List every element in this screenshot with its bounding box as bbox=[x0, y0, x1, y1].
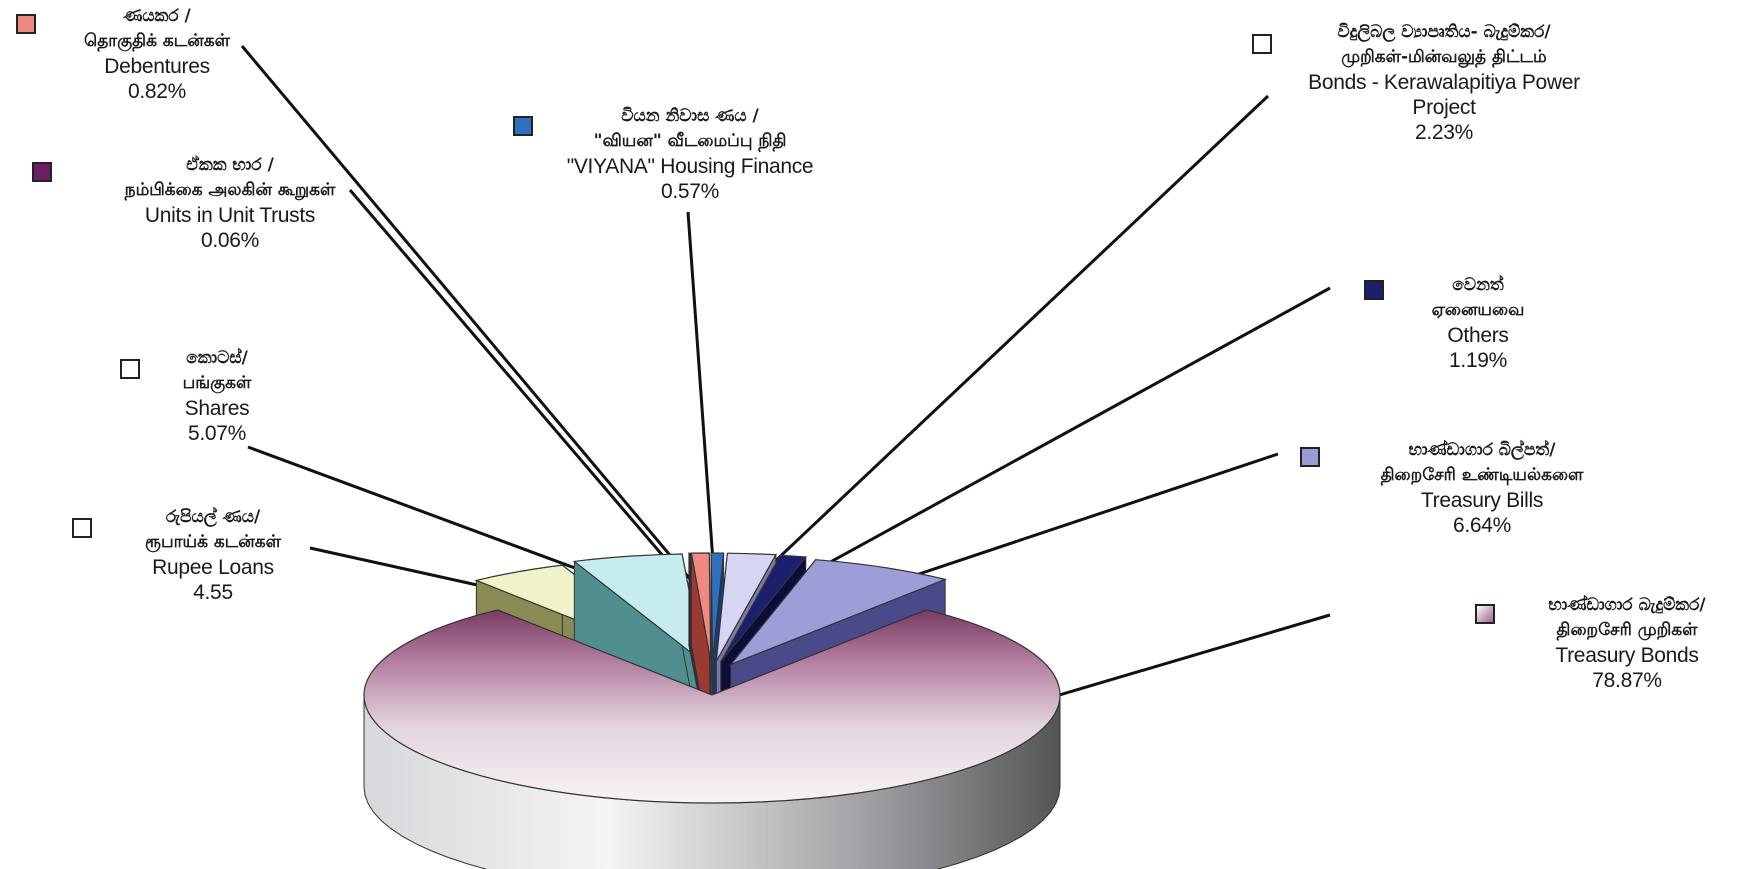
label-en: Shares bbox=[184, 397, 250, 420]
legend-swatch-unit-trusts bbox=[32, 162, 52, 182]
label-ta: திறைசேரி முறிகள் bbox=[1556, 620, 1698, 640]
label-value: 1.19% bbox=[1448, 349, 1508, 372]
slice-top bbox=[363, 609, 1061, 804]
label-unit-trusts: ඒකක භාර / நம்பிக்கை அலகின் கூறுகள் Units… bbox=[125, 153, 336, 253]
label-shares: කොටස්/ பங்குகள் Shares 5.07% bbox=[183, 346, 252, 446]
label-si: රුපියල් ණය/ bbox=[165, 507, 261, 527]
legend-swatch-kerawalapitiya bbox=[1252, 34, 1272, 54]
label-value: 4.55 bbox=[193, 581, 233, 604]
legend-swatch-debentures bbox=[16, 14, 36, 34]
label-en: Bonds - Kerawalapitiya Power bbox=[1308, 71, 1580, 94]
label-value: 78.87% bbox=[1592, 669, 1662, 692]
label-value: 0.57% bbox=[660, 180, 720, 203]
label-si: වෙනත් bbox=[1452, 275, 1504, 295]
label-en: "VIYANA" Housing Finance bbox=[566, 155, 814, 178]
label-ta: "வியன" வீடமைப்பு நிதி bbox=[593, 131, 787, 151]
label-treasury-bonds: භාණ්ඩාගාර බැදුම්කර/ திறைசேரி முறிகள் Tre… bbox=[1548, 593, 1705, 693]
label-si: විදුලිබල ව්‍යාපෘතිය- බැදුම්කර/ bbox=[1337, 22, 1551, 42]
slice-top bbox=[690, 552, 712, 662]
leader-debentures bbox=[240, 45, 706, 598]
slice-top bbox=[710, 552, 725, 662]
slice-top bbox=[572, 553, 704, 664]
slice-top bbox=[715, 552, 777, 662]
label-value: 0.82% bbox=[127, 80, 187, 103]
label-rupee-loans: රුපියල් ණය/ ரூபாய்க் கடன்கள் Rupee Loans… bbox=[145, 505, 281, 605]
leader-unit_trusts bbox=[348, 189, 699, 598]
label-treasury-bills: භාණ්ඩාගාර බිල්පත්/ திறைசேரி உண்டியல்களை … bbox=[1381, 438, 1584, 538]
label-si: ණයකර / bbox=[123, 6, 191, 26]
label-ta: பங்குகள் bbox=[182, 373, 252, 393]
label-si: කොටස්/ bbox=[186, 348, 248, 368]
label-en: Debentures bbox=[104, 55, 210, 78]
label-ta: தொகுதிக் கடன்கள் bbox=[83, 31, 231, 51]
pie-slice-treasury_bonds bbox=[363, 609, 1061, 869]
leader-kerawalapitiya bbox=[736, 94, 1270, 598]
label-value: 0.06% bbox=[200, 229, 260, 252]
label-si: භාණ්ඩාගාර බැදුම්කර/ bbox=[1548, 595, 1706, 615]
leader-others bbox=[763, 286, 1331, 600]
label-debentures: ණයකර / தொகுதிக் கடன்கள் Debentures 0.82% bbox=[84, 4, 230, 104]
slice-top bbox=[720, 554, 807, 663]
leader-viyana bbox=[686, 211, 717, 597]
label-si: වියන නිවාස ණය / bbox=[621, 106, 759, 126]
label-en: Units in Unit Trusts bbox=[144, 204, 316, 227]
pie-slices bbox=[363, 552, 1061, 869]
label-value: 2.23% bbox=[1414, 121, 1474, 144]
label-en: Project bbox=[1412, 96, 1476, 119]
label-en: Treasury Bonds bbox=[1555, 644, 1699, 667]
label-viyana: වියන නිවාස ණය / "வியன" வீடமைப்பு நிதி "V… bbox=[567, 104, 814, 204]
label-si: භාණ්ඩාගාර බිල්පත්/ bbox=[1408, 440, 1556, 460]
label-value: 5.07% bbox=[187, 422, 247, 445]
legend-swatch-treasury-bills bbox=[1300, 447, 1320, 467]
label-ta: திறைசேரி உண்டியல்களை bbox=[1380, 465, 1584, 485]
legend-swatch-rupee-loans bbox=[72, 518, 92, 538]
legend-swatch-viyana bbox=[513, 116, 533, 136]
label-si: ඒකක භාර / bbox=[186, 155, 274, 175]
slice-top bbox=[728, 559, 948, 666]
label-ta: ஏனையவை bbox=[1431, 300, 1525, 320]
label-others: වෙනත් ஏனையவை Others 1.19% bbox=[1432, 273, 1525, 373]
label-en: Rupee Loans bbox=[152, 556, 274, 579]
label-kerawalapitiya: විදුලිබල ව්‍යාපෘතිය- බැදුම්කර/ முறிகள்-ம… bbox=[1308, 20, 1580, 145]
label-en: Others bbox=[1447, 324, 1509, 347]
label-ta: ரூபாய்க் கடன்கள் bbox=[145, 532, 281, 552]
label-ta: முறிகள்-மின்வலுத் திட்டம் bbox=[1341, 47, 1547, 67]
legend-swatch-shares bbox=[120, 359, 140, 379]
legend-swatch-treasury-bonds bbox=[1475, 604, 1495, 624]
label-en: Treasury Bills bbox=[1420, 489, 1544, 512]
label-ta: நம்பிக்கை அலகின் கூறுகள் bbox=[124, 180, 336, 200]
label-value: 6.64% bbox=[1452, 514, 1512, 537]
legend-swatch-others bbox=[1364, 280, 1384, 300]
